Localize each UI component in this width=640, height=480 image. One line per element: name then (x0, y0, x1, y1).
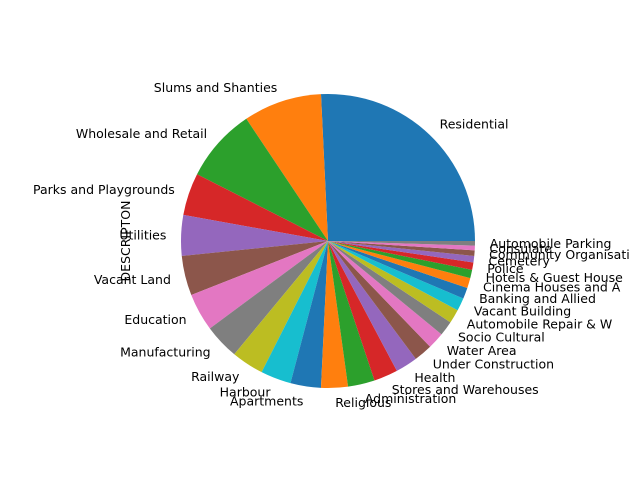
pie-slice (197, 118, 328, 241)
pie-slice (328, 241, 475, 251)
pie-slice-label: Education (124, 312, 186, 327)
pie-slice (209, 241, 328, 355)
pie-slice (328, 241, 473, 279)
pie-slice (328, 241, 458, 323)
pie-slice (328, 241, 475, 256)
pie-slice-label: Health (414, 370, 455, 385)
pie-slice (328, 241, 431, 359)
pie-slice (181, 241, 328, 295)
pie-slice-label: Parks and Playgrounds (33, 182, 175, 197)
pie-slice-label: Utilities (119, 227, 166, 242)
pie-slice (328, 241, 442, 347)
pie-slice (234, 241, 328, 373)
pie-slice-label: Harbour (220, 385, 272, 400)
pie-slice (290, 241, 328, 388)
pie-slice-label: Cinema Houses and A (483, 280, 621, 295)
pie-slice (328, 241, 464, 311)
pie-slices (180, 94, 476, 388)
pie-slice (328, 241, 476, 246)
pie-slice (320, 241, 349, 388)
pie-slice-label: Religious (335, 395, 391, 410)
y-axis-label: DESCRIPTON (118, 201, 133, 282)
pie-slice-label: Automobile Repair & W (467, 316, 612, 331)
pie-slice-label: Consulate (490, 241, 553, 256)
pie-slice (328, 241, 471, 288)
pie-slice-label: Banking and Allied (479, 291, 596, 306)
pie-slice-label: Manufacturing (120, 345, 211, 360)
pie-slice (328, 241, 475, 263)
pie-slice-label: Socio Cultural (458, 330, 545, 345)
pie-slice (183, 174, 328, 241)
pie-slice (328, 241, 451, 335)
pie-slice-label: Cemetery (489, 254, 551, 269)
pie-slice-label: Hotels & Guest House (486, 270, 623, 285)
pie-slice (328, 241, 375, 387)
pie-slice-label: Under Construction (433, 357, 554, 372)
pie-slice (261, 241, 328, 384)
pie-slice-label: Water Area (447, 343, 517, 358)
pie-slice-label: Automobile Parking (490, 236, 612, 251)
pie-slice-label: Stores and Warehouses (392, 382, 539, 397)
pie-slice (180, 214, 328, 256)
pie-slice (328, 241, 416, 371)
pie-slice-label: Residential (440, 117, 509, 132)
pie-slice-label: Railway (191, 369, 240, 384)
pie-slice-label: Apartments (230, 393, 303, 408)
pie-slice (328, 241, 474, 270)
pie-slice-label: Administration (365, 391, 456, 406)
pie-slice-label: Vacant Building (474, 303, 571, 318)
pie-slice (328, 241, 468, 299)
pie-slice (246, 94, 328, 241)
pie-slice-label: Slums and Shanties (154, 80, 278, 95)
pie-slice-label: Community Organisati (489, 247, 630, 262)
pie-slice (320, 94, 475, 241)
pie-slice-label: Police (487, 261, 524, 276)
pie-slice (191, 241, 328, 329)
pie-labels: Residential Slums and Shanties Wholesale a… (33, 80, 630, 410)
pie-slice (328, 241, 397, 381)
pie-slice-label: Vacant Land (94, 272, 171, 287)
pie-slice-label: Wholesale and Retail (76, 126, 207, 141)
